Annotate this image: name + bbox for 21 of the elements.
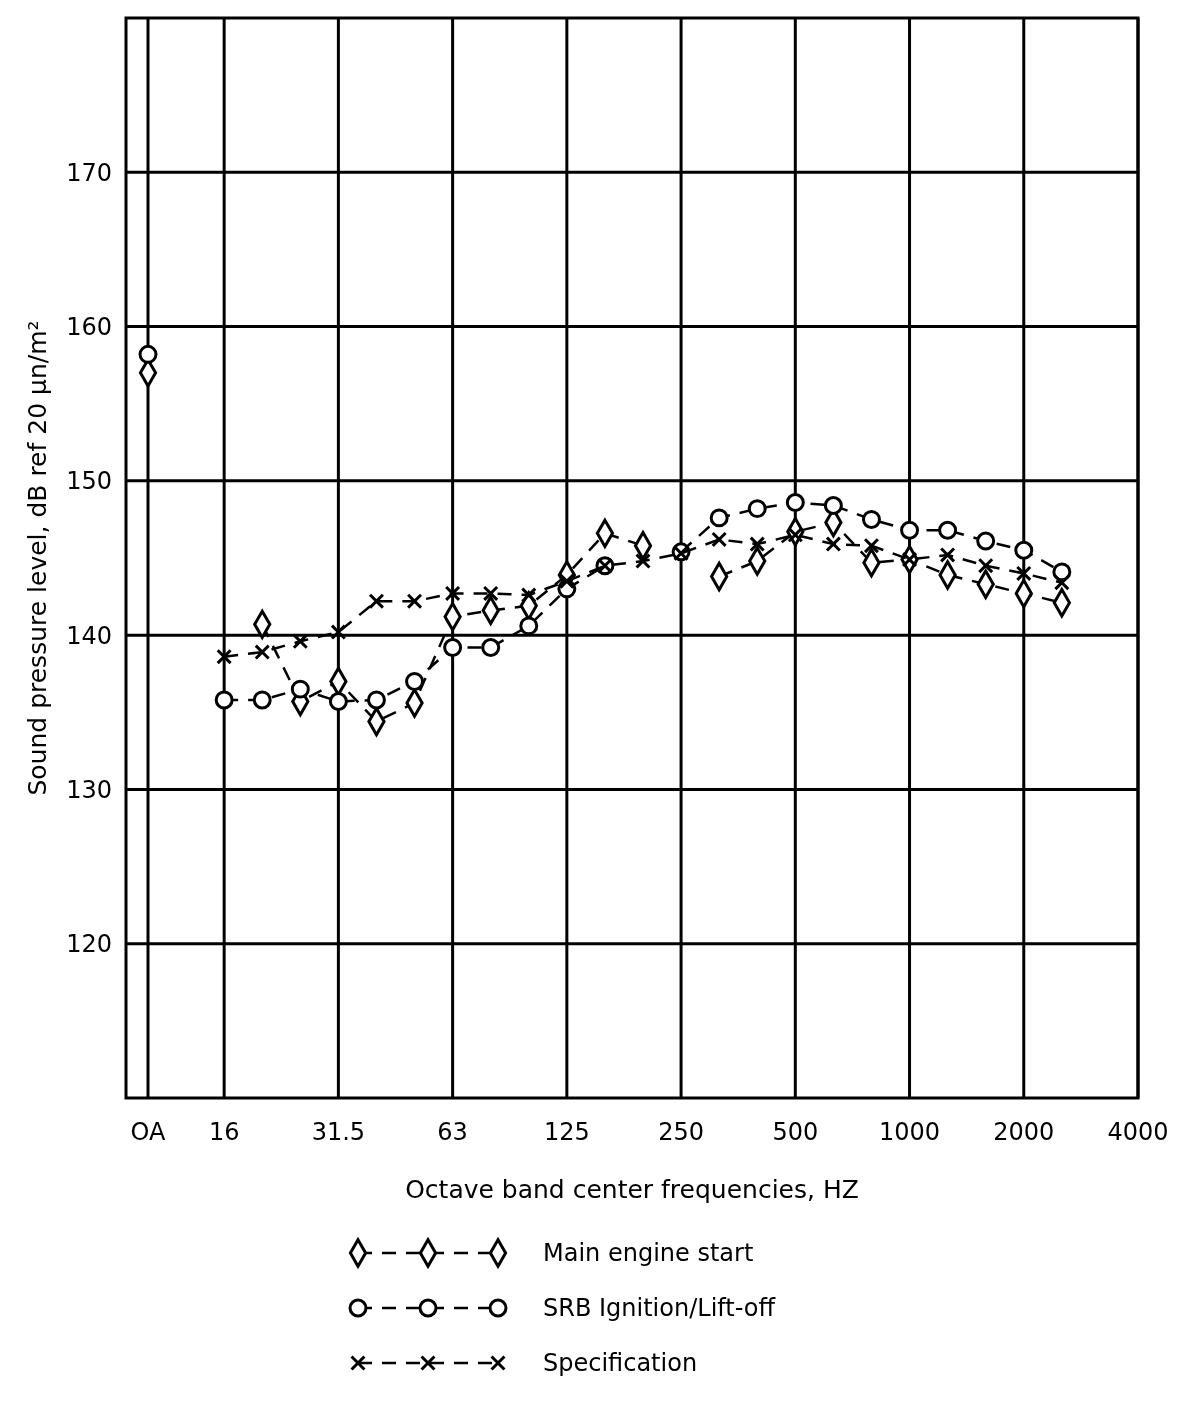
y-tick-label: 140 [66, 621, 112, 650]
x-tick-label: 250 [658, 1118, 704, 1146]
legend-label: SRB Ignition/Lift-off [543, 1294, 776, 1323]
x-tick-label: OA [130, 1118, 167, 1146]
x-tick-label: 500 [772, 1118, 819, 1146]
legend-label: Specification [543, 1349, 698, 1378]
x-tick-label: 1000 [879, 1118, 941, 1146]
x-tick-label: 16 [208, 1118, 240, 1146]
x-tick-label: 31.5 [311, 1118, 366, 1146]
legend-label: Main engine start [543, 1239, 754, 1268]
y-tick-label: 120 [66, 930, 112, 959]
y-tick-label: 170 [66, 158, 112, 187]
y-tick-label: 130 [66, 775, 112, 804]
x-tick-label: 63 [437, 1118, 468, 1146]
y-axis-title: Sound pressure level, dB ref 20 μn/m² [23, 320, 52, 796]
y-tick-label: 160 [66, 312, 112, 341]
x-tick-label: 4000 [1107, 1118, 1169, 1146]
x-tick-label: 125 [543, 1118, 590, 1146]
x-tick-label: 2000 [993, 1118, 1055, 1146]
x-axis-title: Octave band center frequencies, HZ [405, 1175, 859, 1204]
y-tick-label: 150 [66, 467, 112, 496]
